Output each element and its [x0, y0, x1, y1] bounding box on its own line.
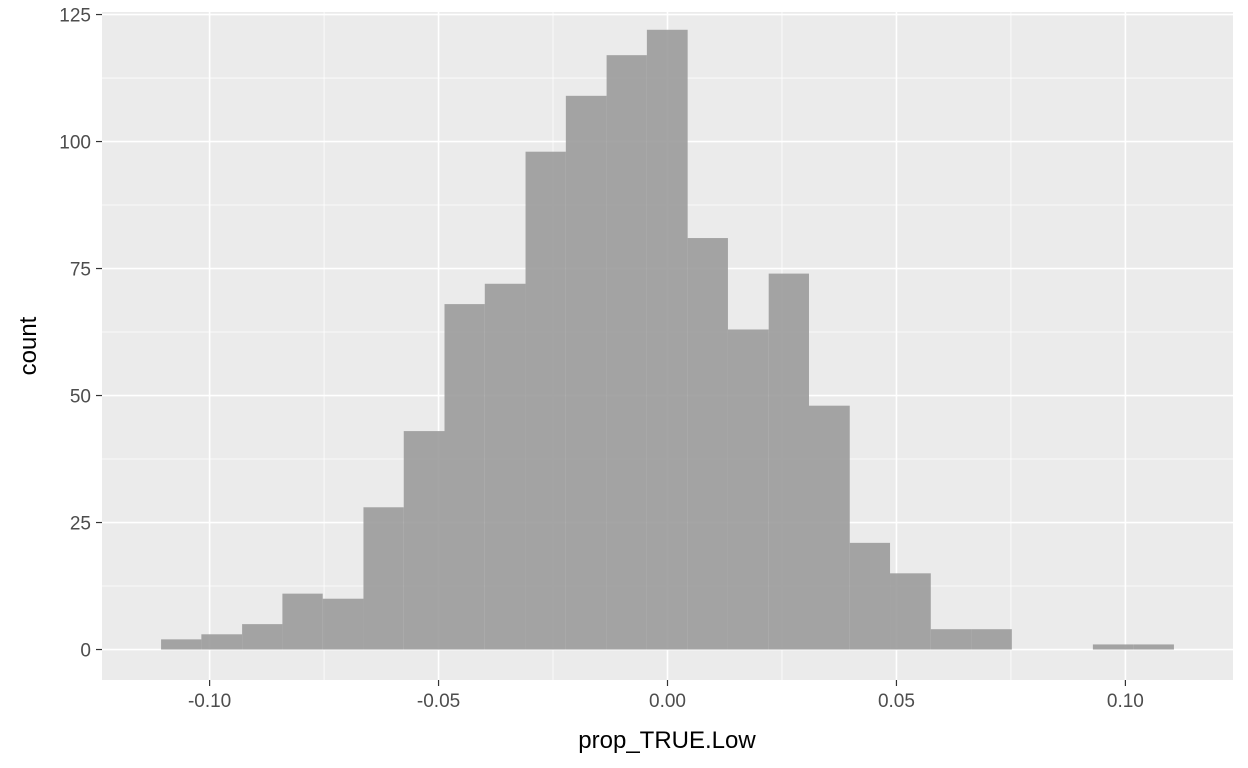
histogram-bar: [242, 624, 283, 650]
histogram-bar: [525, 151, 566, 650]
y-tick-label: 25: [70, 514, 91, 535]
histogram-bar: [687, 238, 728, 650]
y-tick-label: 125: [59, 6, 91, 27]
histogram-bar: [727, 329, 769, 650]
histogram-bar: [403, 431, 445, 650]
histogram-bar: [1133, 644, 1174, 650]
x-tick-label: 0.10: [1107, 691, 1144, 712]
histogram-bars: [161, 29, 1174, 650]
x-tick-label: 0.05: [878, 691, 915, 712]
histogram-bar: [565, 95, 607, 650]
y-axis-title: count: [15, 316, 42, 375]
histogram-bar: [484, 283, 526, 650]
x-axis-title: prop_TRUE.Low: [578, 727, 756, 754]
y-axis: 0 25 50 75 100 125: [59, 6, 102, 662]
x-tick-label: -0.10: [188, 691, 231, 712]
histogram-bar: [849, 542, 891, 650]
histogram-bar: [282, 593, 323, 650]
histogram-bar: [161, 639, 202, 650]
histogram-bar: [890, 573, 931, 650]
y-tick-label: 0: [80, 641, 91, 662]
histogram-bar: [930, 629, 972, 650]
y-tick-label: 100: [59, 133, 91, 154]
histogram-bar: [201, 634, 243, 650]
histogram-bar: [1092, 644, 1134, 650]
y-tick-label: 50: [70, 387, 91, 408]
histogram-bar: [971, 629, 1012, 650]
histogram-bar: [606, 55, 647, 650]
histogram-bar: [646, 29, 688, 650]
histogram-bar: [808, 405, 850, 650]
histogram-bar: [363, 507, 404, 650]
histogram-bar: [768, 273, 809, 650]
x-tick-label: -0.05: [417, 691, 460, 712]
histogram-bar: [444, 304, 485, 650]
histogram-bar: [322, 598, 364, 650]
y-tick-label: 75: [70, 260, 91, 281]
x-tick-label: 0.00: [649, 691, 686, 712]
x-axis: -0.10 -0.05 0.00 0.05 0.10: [188, 680, 1144, 712]
